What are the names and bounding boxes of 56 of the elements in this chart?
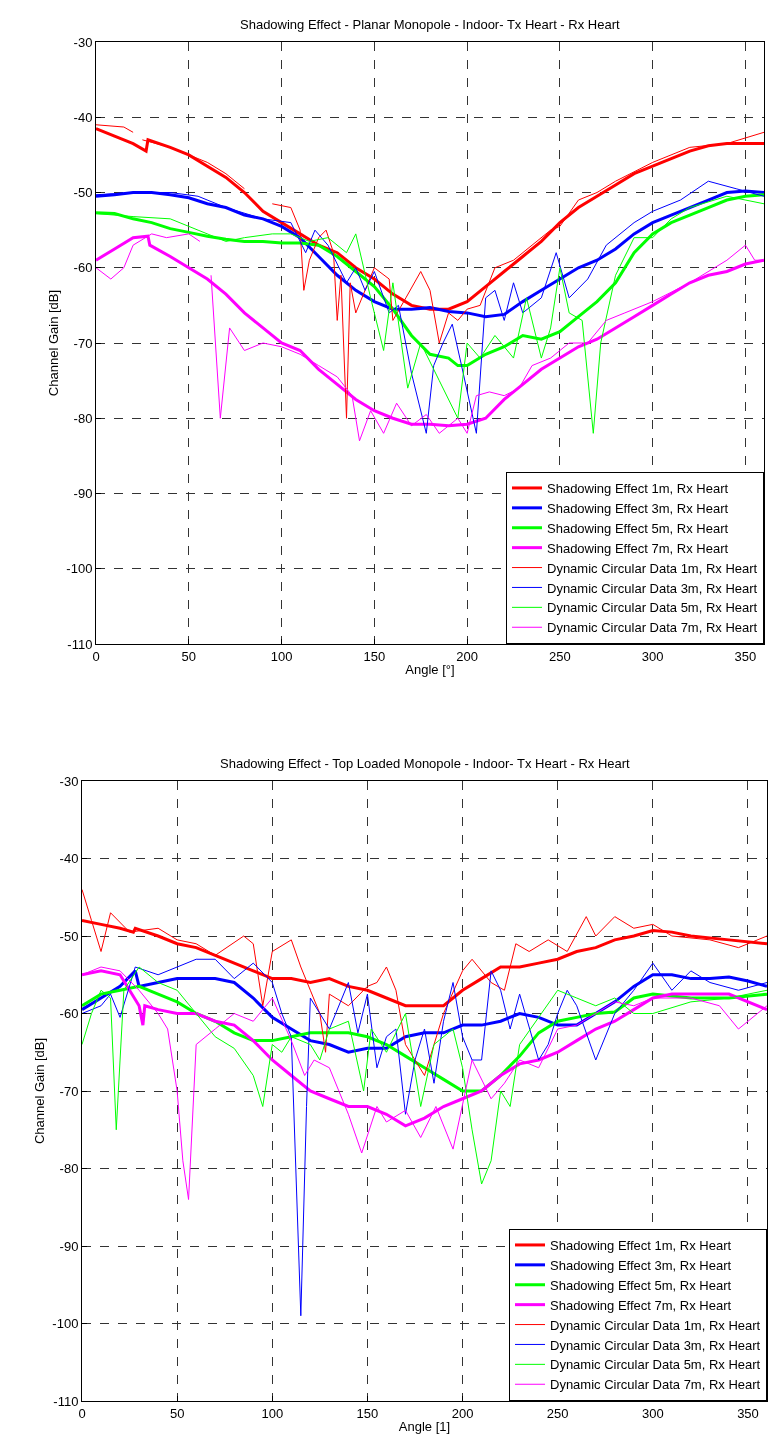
legend-label: Shadowing Effect 7m, Rx Heart (550, 1297, 732, 1313)
y-tick-label: -100 (52, 1316, 79, 1332)
chart-title: Shadowing Effect - Planar Monopole - Indoor- Tx Heart - Rx Heart (240, 17, 620, 32)
legend-label: Dynamic Circular Data 3m, Rx Heart (550, 1337, 761, 1353)
y-tick-label: -60 (59, 1006, 79, 1022)
y-tick-label: -30 (59, 773, 79, 789)
y-tick-label: -110 (53, 1393, 79, 1409)
y-tick-label: -50 (59, 928, 79, 944)
legend-label: Shadowing Effect 3m, Rx Heart (550, 1257, 732, 1273)
x-tick-label: 50 (181, 648, 197, 664)
x-tick-label: 0 (92, 648, 100, 664)
legend-label: Shadowing Effect 7m, Rx Heart (547, 540, 729, 556)
y-tick-label: -50 (73, 185, 93, 201)
x-tick-label: 250 (549, 648, 571, 664)
y-tick-label: -40 (73, 109, 93, 125)
y-axis-title: Channel Gain [dB] (32, 1037, 48, 1145)
y-tick-label: -60 (73, 260, 93, 276)
x-tick-label: 250 (546, 1405, 569, 1421)
legend-label: Shadowing Effect 5m, Rx Heart (547, 520, 729, 536)
legend-label: Shadowing Effect 1m, Rx Heart (547, 481, 729, 497)
x-axis-title: Angle [°] (405, 662, 455, 678)
x-tick-label: 50 (169, 1405, 185, 1421)
legend-label: Shadowing Effect 3m, Rx Heart (547, 500, 729, 516)
chart-title: Shadowing Effect - Top Loaded Monopole - Indoor- Tx Heart - Rx Heart (220, 756, 631, 771)
x-tick-label: 200 (451, 1405, 474, 1421)
x-tick-label: 150 (356, 1405, 379, 1421)
legend-label: Dynamic Circular Data 3m, Rx Heart (547, 580, 758, 596)
legend-label: Shadowing Effect 5m, Rx Heart (550, 1277, 732, 1293)
y-tick-label: -30 (73, 34, 93, 50)
x-tick-label: 100 (270, 648, 293, 664)
legend-label: Dynamic Circular Data 7m, Rx Heart (550, 1377, 761, 1393)
x-tick-label: 300 (641, 1405, 664, 1421)
y-tick-label: -70 (73, 335, 93, 351)
x-tick-label: 350 (737, 1405, 759, 1421)
x-tick-label: 150 (363, 648, 386, 664)
legend-label: Dynamic Circular Data 1m, Rx Heart (547, 560, 758, 576)
x-axis-title: Angle [1] (398, 1419, 451, 1435)
legend-label: Dynamic Circular Data 1m, Rx Heart (550, 1317, 761, 1333)
x-tick-label: 0 (78, 1405, 86, 1421)
y-tick-label: -70 (59, 1083, 79, 1099)
legend-label: Shadowing Effect 1m, Rx Heart (550, 1238, 732, 1254)
x-tick-label: 100 (261, 1405, 284, 1421)
y-tick-label: -80 (73, 410, 93, 426)
x-tick-label: 350 (734, 648, 757, 664)
y-tick-label: -110 (67, 636, 93, 652)
y-tick-label: -90 (59, 1238, 79, 1254)
x-tick-label: 200 (456, 648, 478, 664)
y-tick-label: -100 (66, 561, 93, 577)
legend-label: Dynamic Circular Data 7m, Rx Heart (547, 620, 758, 636)
y-tick-label: -80 (59, 1161, 79, 1177)
x-tick-label: 300 (641, 648, 664, 664)
legend-label: Dynamic Circular Data 5m, Rx Heart (550, 1357, 761, 1373)
legend-label: Dynamic Circular Data 5m, Rx Heart (547, 600, 758, 616)
y-tick-label: -40 (59, 851, 79, 867)
y-axis-title: Channel Gain [dB] (46, 289, 62, 397)
y-tick-label: -90 (73, 486, 93, 502)
